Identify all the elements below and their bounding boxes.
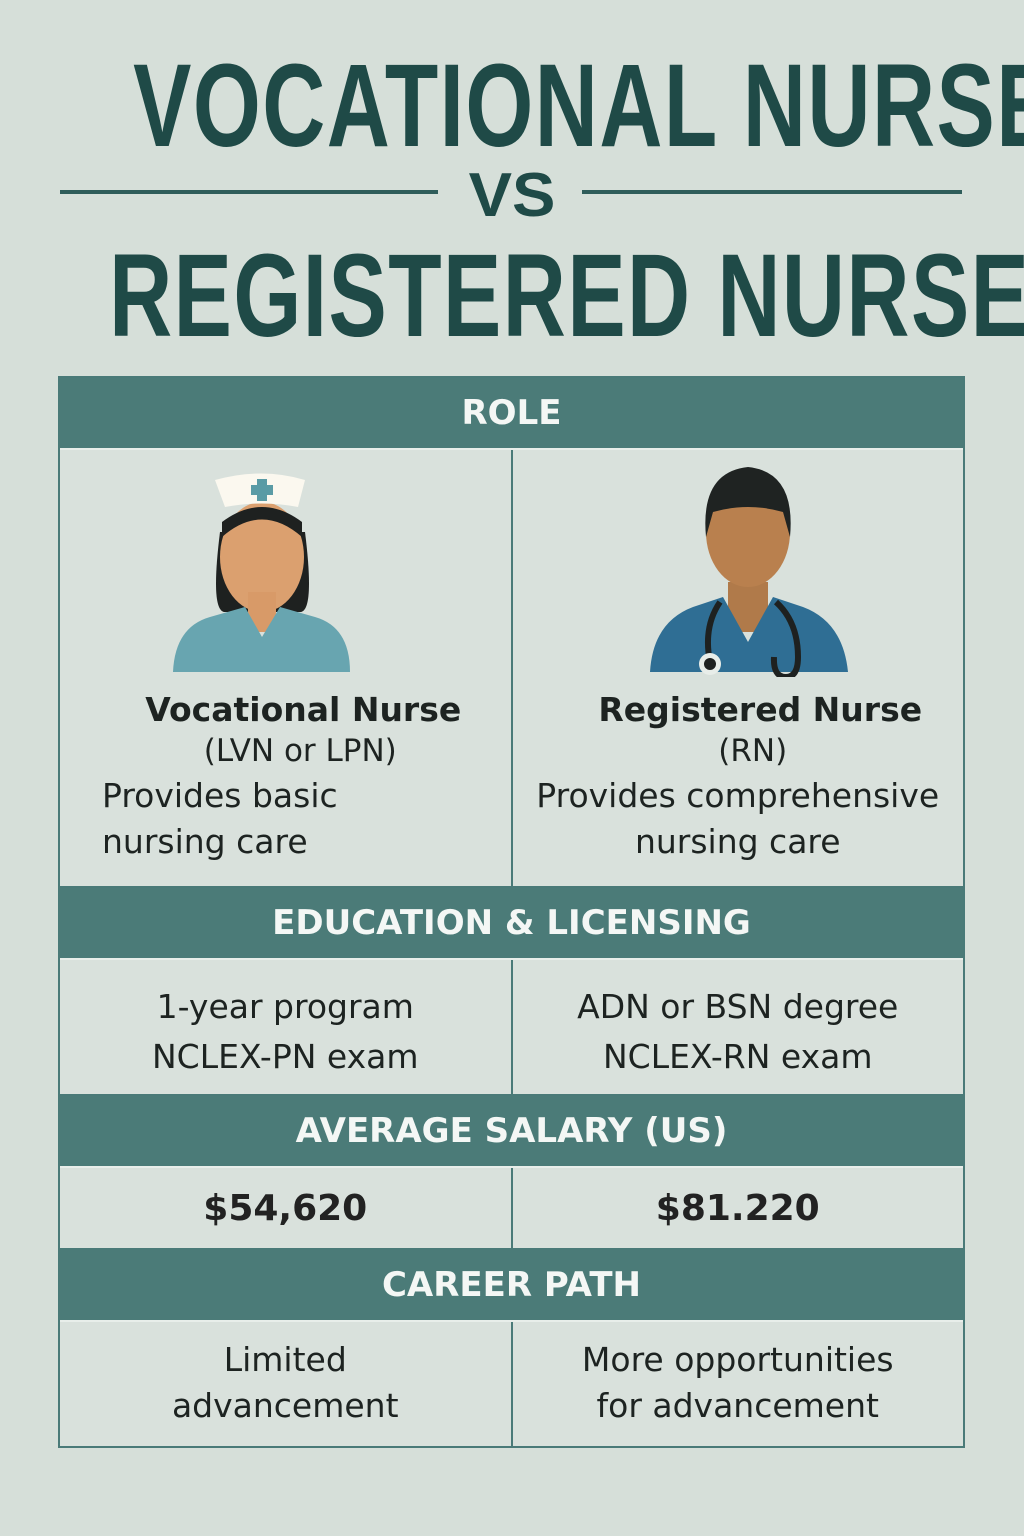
divider-right xyxy=(582,190,962,194)
comparison-table: ROLE Vocational Nurse (LVN or LPN) Provi… xyxy=(58,376,965,1448)
role-registered-cell: Registered Nurse (RN) Provides comprehen… xyxy=(510,450,964,886)
vocational-nurse-name: Vocational Nurse xyxy=(145,690,462,729)
title-vocational-nurse: VOCATIONAL NURSE xyxy=(133,40,1024,172)
registered-career-line1: More opportunities xyxy=(581,1340,894,1379)
role-vocational-cell: Vocational Nurse (LVN or LPN) Provides b… xyxy=(60,450,511,886)
registered-nurse-name: Registered Nurse xyxy=(598,690,923,729)
vocational-desc-line1: Provides basic xyxy=(102,776,338,815)
registered-desc-line1: Provides comprehensive xyxy=(536,776,940,815)
registered-career-line2: for advancement xyxy=(596,1386,879,1425)
career-header: CAREER PATH xyxy=(60,1250,963,1322)
education-header: EDUCATION & LICENSING xyxy=(60,888,963,960)
registered-nurse-abbr: (RN) xyxy=(718,733,788,769)
career-vocational-cell: Limited advancement xyxy=(60,1322,511,1446)
female-nurse-avatar-icon xyxy=(173,473,350,672)
title-registered-nurse: REGISTERED NURSE xyxy=(109,230,1024,362)
role-row: Vocational Nurse (LVN or LPN) Provides b… xyxy=(60,450,963,888)
education-registered-cell: ADN or BSN degree NCLEX-RN exam xyxy=(510,960,964,1094)
vocational-exam: NCLEX-PN exam xyxy=(151,1037,419,1076)
role-header: ROLE xyxy=(60,378,963,450)
salary-row: $54,620 $81.220 xyxy=(60,1168,963,1250)
registered-desc-line2: nursing care xyxy=(634,822,841,861)
vocational-career-line2: advancement xyxy=(171,1386,399,1425)
career-registered-cell: More opportunities for advancement xyxy=(510,1322,964,1446)
career-row: Limited advancement More opportunities f… xyxy=(60,1322,963,1446)
registered-program: ADN or BSN degree xyxy=(577,987,899,1026)
vocational-desc-line2: nursing care xyxy=(102,822,308,861)
vocational-salary: $54,620 xyxy=(203,1188,368,1229)
male-nurse-stethoscope-avatar-icon xyxy=(649,467,848,677)
registered-salary: $81.220 xyxy=(510,1168,964,1248)
title-vs: VS xyxy=(468,161,556,230)
vocational-nurse-abbr: (LVN or LPN) xyxy=(203,733,397,769)
divider-left xyxy=(60,190,438,194)
vocational-career-line1: Limited xyxy=(223,1340,347,1379)
salary-header: AVERAGE SALARY (US) xyxy=(60,1096,963,1168)
vocational-program: 1-year program xyxy=(156,987,414,1026)
education-row: 1-year program NCLEX-PN exam ADN or BSN … xyxy=(60,960,963,1096)
education-vocational-cell: 1-year program NCLEX-PN exam xyxy=(60,960,511,1094)
registered-exam: NCLEX-RN exam xyxy=(602,1037,873,1076)
